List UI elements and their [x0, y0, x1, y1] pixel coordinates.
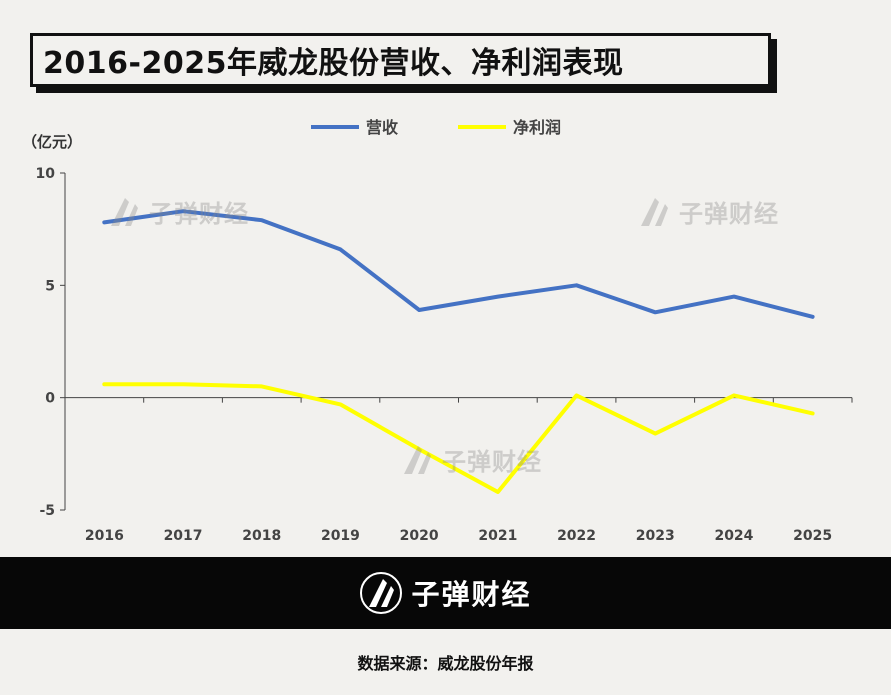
axes: -5 0 5 10 2016 2017 2018 2019 2020 2021 2022 2023 20…	[36, 166, 853, 544]
watermark: 子弹财经	[105, 192, 249, 230]
line-chart: 营收 净利润 （亿元） -5 0 5 10 2016 2017 2018 2019 2020 202…	[22, 118, 853, 544]
y-tick-label: 0	[45, 391, 55, 407]
data-source: 数据来源：威龙股份年报	[357, 654, 534, 673]
watermark: 子弹财经	[398, 440, 542, 478]
title-box: 2016-2025年威龙股份营收、净利润表现	[30, 33, 771, 87]
bullet-logo-icon	[111, 198, 138, 226]
x-tick-label: 2020	[400, 528, 439, 544]
chart-title: 2016-2025年威龙股份营收、净利润表现	[43, 46, 624, 81]
bullet-logo-icon	[641, 198, 668, 226]
x-tick-label: 2016	[85, 528, 124, 544]
series-lines	[102, 209, 815, 494]
series-line-revenue	[102, 209, 815, 319]
watermark-text: 子弹财经	[679, 199, 779, 228]
x-tick-label: 2021	[478, 528, 517, 544]
y-tick-label: 10	[36, 166, 56, 182]
watermark-text: 子弹财经	[442, 447, 542, 476]
series-line-net-profit	[102, 382, 815, 494]
bullet-logo-icon	[360, 572, 403, 614]
watermark: 子弹财经	[635, 192, 779, 230]
watermark-text: 子弹财经	[149, 199, 249, 228]
footer-band: 子弹财经	[0, 557, 891, 629]
x-tick-label: 2017	[164, 528, 203, 544]
x-tick-label: 2019	[321, 528, 360, 544]
legend: 营收 净利润	[311, 118, 561, 137]
x-tick-label: 2023	[636, 528, 675, 544]
legend-label: 营收	[366, 118, 398, 137]
footer-logo: 子弹财经	[359, 571, 531, 615]
x-tick-label: 2024	[714, 528, 753, 544]
x-tick-label: 2022	[557, 528, 596, 544]
x-tick-label: 2018	[242, 528, 281, 544]
y-tick-label: 5	[45, 278, 55, 294]
x-tick-label: 2025	[793, 528, 832, 544]
footer-brand-name: 子弹财经	[411, 578, 532, 611]
legend-label: 净利润	[513, 118, 561, 137]
y-unit-label: （亿元）	[22, 133, 82, 151]
y-tick-label: -5	[39, 503, 55, 519]
bullet-logo-icon	[404, 446, 431, 474]
